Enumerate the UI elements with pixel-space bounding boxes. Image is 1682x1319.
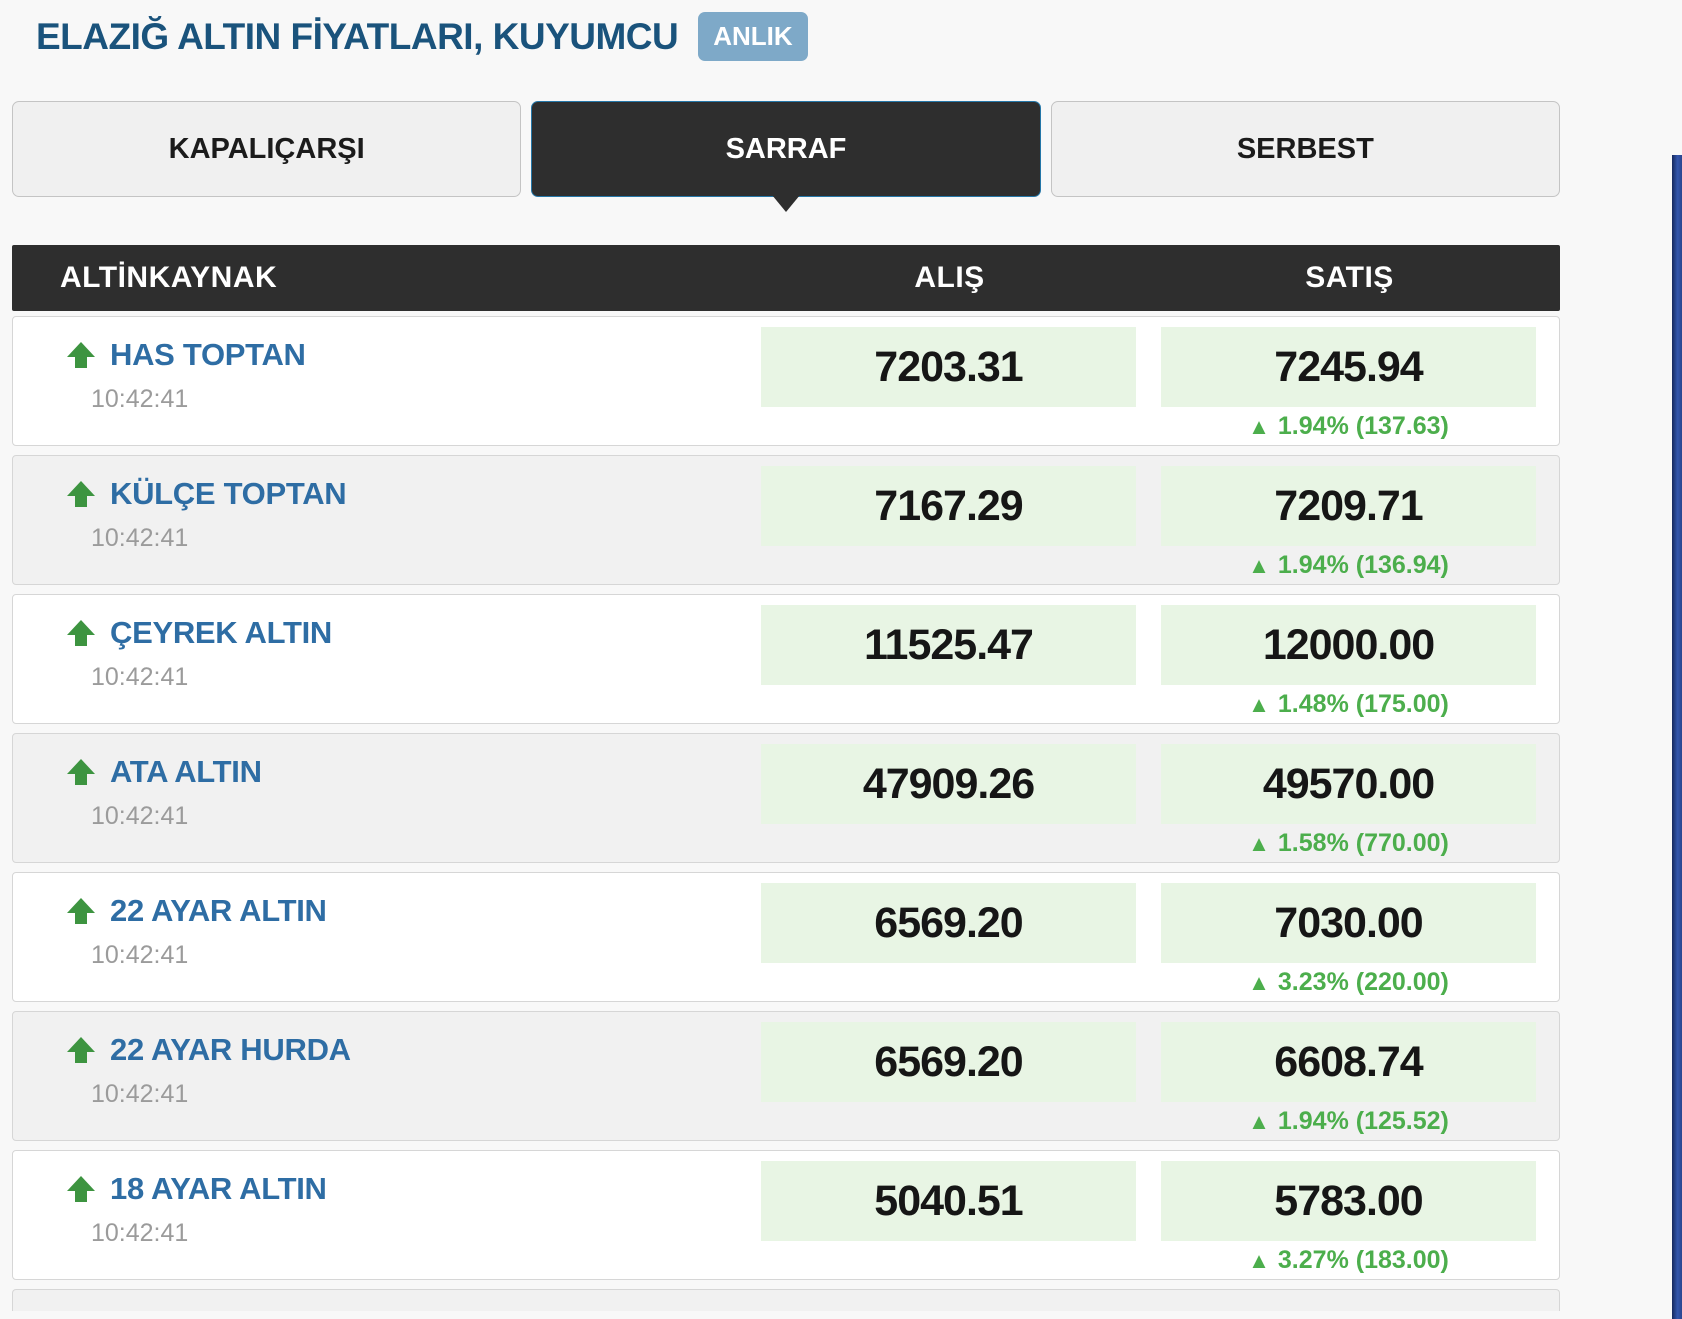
buy-price-cell: 47909.26	[761, 734, 1136, 862]
update-time: 10:42:41	[91, 1080, 189, 1108]
up-arrow-icon	[67, 480, 95, 508]
change-value: 1.48% (175.00)	[1277, 690, 1449, 718]
table-row: ÇEYREK ALTIN 10:42:41 11525.47 12000.00 …	[12, 594, 1560, 724]
table-row: 22 AYAR HURDA 10:42:41 6569.20 6608.74 ▲…	[12, 1011, 1560, 1141]
tab-kapalicarsi[interactable]: KAPALIÇARŞI	[12, 101, 522, 197]
tab-sarraf[interactable]: SARRAF	[531, 101, 1041, 212]
source-name-link[interactable]: ATA ALTIN	[110, 754, 262, 789]
change-indicator: ▲ 1.94% (125.52)	[1161, 1107, 1536, 1136]
up-arrow-icon	[67, 1036, 95, 1064]
source-cell: KÜLÇE TOPTAN 10:42:41	[13, 456, 736, 584]
update-time: 10:42:41	[91, 941, 189, 969]
sell-price: 7030.00	[1161, 883, 1536, 963]
sell-price: 7209.71	[1161, 466, 1536, 546]
change-indicator: ▲ 1.58% (770.00)	[1161, 829, 1536, 858]
buy-price: 47909.26	[761, 744, 1136, 824]
up-arrow-icon	[67, 758, 95, 786]
market-tabs: KAPALIÇARŞI SARRAF SERBEST	[12, 101, 1560, 212]
up-arrow-icon	[67, 1175, 95, 1203]
source-name-link[interactable]: KÜLÇE TOPTAN	[110, 476, 347, 511]
column-header-buy: ALIŞ	[914, 261, 985, 294]
live-badge: ANLIK	[698, 12, 808, 61]
table-row: 18 AYAR ALTIN 10:42:41 5040.51 5783.00 ▲…	[12, 1150, 1560, 1280]
sell-price: 7245.94	[1161, 327, 1536, 407]
buy-price: 7203.31	[761, 327, 1136, 407]
sell-price: 49570.00	[1161, 744, 1536, 824]
buy-price: 11525.47	[761, 605, 1136, 685]
buy-price: 6569.20	[761, 1022, 1136, 1102]
table-row: KÜLÇE TOPTAN 10:42:41 7167.29 7209.71 ▲ 1…	[12, 455, 1560, 585]
source-name-link[interactable]: 18 AYAR ALTIN	[110, 1171, 327, 1206]
table-row: ATA ALTIN 10:42:41 47909.26 49570.00 ▲ 1.…	[12, 733, 1560, 863]
up-arrow-icon	[67, 897, 95, 925]
sell-price-cell: 6608.74 ▲ 1.94% (125.52)	[1161, 1012, 1536, 1140]
source-cell: 22 AYAR ALTIN 10:42:41	[13, 873, 736, 1001]
page-header: ELAZIĞ ALTIN FİYATLARI, KUYUMCU ANLIK	[12, 0, 1560, 61]
price-table-body: HAS TOPTAN 10:42:41 7203.31 7245.94 ▲ 1.9…	[12, 316, 1560, 1311]
change-value: 3.27% (183.00)	[1277, 1246, 1449, 1274]
source-cell: ÇEYREK ALTIN 10:42:41	[13, 595, 736, 723]
table-header: ALTİNKAYNAK ALIŞ SATIŞ	[12, 245, 1560, 311]
sell-price-cell: 7209.71 ▲ 1.94% (136.94)	[1161, 456, 1536, 584]
update-time: 10:42:41	[91, 663, 189, 691]
source-name-link[interactable]: 22 AYAR ALTIN	[110, 893, 327, 928]
source-cell: 18 AYAR ALTIN 10:42:41	[13, 1151, 736, 1279]
up-triangle-icon: ▲	[1248, 553, 1270, 578]
buy-price-cell: 11525.47	[761, 595, 1136, 723]
change-indicator: ▲ 1.48% (175.00)	[1161, 690, 1536, 719]
update-time: 10:42:41	[91, 385, 189, 413]
table-row: 22 AYAR ALTIN 10:42:41 6569.20 7030.00 ▲…	[12, 872, 1560, 1002]
scrollbar[interactable]	[1672, 155, 1682, 1319]
buy-price-cell: 7167.29	[761, 456, 1136, 584]
up-triangle-icon: ▲	[1248, 1109, 1270, 1134]
up-arrow-icon	[67, 341, 95, 369]
buy-price-cell: 6569.20	[761, 1012, 1136, 1140]
column-header-sell: SATIŞ	[1305, 261, 1394, 294]
table-row-partial	[12, 1289, 1560, 1311]
sell-price-cell: 7030.00 ▲ 3.23% (220.00)	[1161, 873, 1536, 1001]
change-value: 3.23% (220.00)	[1277, 968, 1449, 996]
buy-price: 5040.51	[761, 1161, 1136, 1241]
buy-price-cell: 7203.31	[761, 317, 1136, 445]
table-row: HAS TOPTAN 10:42:41 7203.31 7245.94 ▲ 1.9…	[12, 316, 1560, 446]
up-triangle-icon: ▲	[1248, 831, 1270, 856]
up-triangle-icon: ▲	[1248, 692, 1270, 717]
buy-price-cell: 6569.20	[761, 873, 1136, 1001]
update-time: 10:42:41	[91, 1219, 189, 1247]
update-time: 10:42:41	[91, 802, 189, 830]
change-indicator: ▲ 1.94% (136.94)	[1161, 551, 1536, 580]
source-cell: ATA ALTIN 10:42:41	[13, 734, 736, 862]
change-indicator: ▲ 3.23% (220.00)	[1161, 968, 1536, 997]
sell-price-cell: 49570.00 ▲ 1.58% (770.00)	[1161, 734, 1536, 862]
column-header-source: ALTİNKAYNAK	[60, 261, 278, 294]
buy-price: 6569.20	[761, 883, 1136, 963]
change-value: 1.94% (125.52)	[1277, 1107, 1449, 1135]
sell-price: 12000.00	[1161, 605, 1536, 685]
sell-price-cell: 7245.94 ▲ 1.94% (137.63)	[1161, 317, 1536, 445]
source-name-link[interactable]: ÇEYREK ALTIN	[110, 615, 333, 650]
page-title: ELAZIĞ ALTIN FİYATLARI, KUYUMCU	[36, 15, 679, 57]
sell-price-cell: 5783.00 ▲ 3.27% (183.00)	[1161, 1151, 1536, 1279]
update-time: 10:42:41	[91, 524, 189, 552]
change-value: 1.94% (136.94)	[1277, 551, 1449, 579]
main-content: ELAZIĞ ALTIN FİYATLARI, KUYUMCU ANLIK KA…	[12, 0, 1560, 1311]
source-name-link[interactable]: 22 AYAR HURDA	[110, 1032, 351, 1067]
change-value: 1.94% (137.63)	[1277, 412, 1449, 440]
change-indicator: ▲ 1.94% (137.63)	[1161, 412, 1536, 441]
buy-price-cell: 5040.51	[761, 1151, 1136, 1279]
buy-price: 7167.29	[761, 466, 1136, 546]
up-triangle-icon: ▲	[1248, 414, 1270, 439]
sell-price: 6608.74	[1161, 1022, 1536, 1102]
sell-price: 5783.00	[1161, 1161, 1536, 1241]
up-triangle-icon: ▲	[1248, 1248, 1270, 1273]
up-arrow-icon	[67, 619, 95, 647]
change-indicator: ▲ 3.27% (183.00)	[1161, 1246, 1536, 1275]
tab-serbest[interactable]: SERBEST	[1050, 101, 1560, 197]
source-cell: 22 AYAR HURDA 10:42:41	[13, 1012, 736, 1140]
up-triangle-icon: ▲	[1248, 970, 1270, 995]
source-cell: HAS TOPTAN 10:42:41	[13, 317, 736, 445]
change-value: 1.58% (770.00)	[1277, 829, 1449, 857]
sell-price-cell: 12000.00 ▲ 1.48% (175.00)	[1161, 595, 1536, 723]
source-name-link[interactable]: HAS TOPTAN	[110, 337, 306, 372]
